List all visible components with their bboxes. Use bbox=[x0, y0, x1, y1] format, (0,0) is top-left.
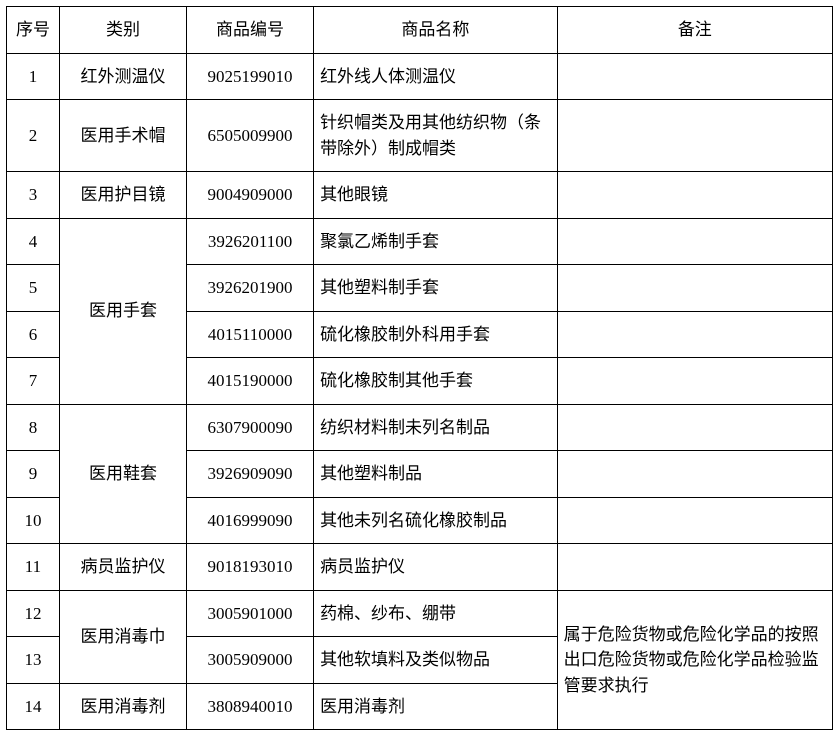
cell-name: 其他塑料制品 bbox=[314, 451, 558, 498]
cell-category: 医用手套 bbox=[59, 218, 186, 404]
header-seq: 序号 bbox=[7, 7, 60, 54]
cell-seq: 1 bbox=[7, 53, 60, 100]
cell-name: 其他塑料制手套 bbox=[314, 265, 558, 312]
cell-name: 针织帽类及用其他纺织物（条带除外）制成帽类 bbox=[314, 100, 558, 172]
header-name: 商品名称 bbox=[314, 7, 558, 54]
cell-code: 9018193010 bbox=[187, 544, 314, 591]
cell-code: 4015190000 bbox=[187, 358, 314, 405]
cell-name: 其他软填料及类似物品 bbox=[314, 637, 558, 684]
cell-name: 其他眼镜 bbox=[314, 172, 558, 219]
cell-remark bbox=[557, 404, 832, 451]
cell-remark bbox=[557, 265, 832, 312]
product-table: 序号 类别 商品编号 商品名称 备注 1红外测温仪9025199010红外线人体… bbox=[6, 6, 833, 730]
cell-seq: 13 bbox=[7, 637, 60, 684]
cell-seq: 3 bbox=[7, 172, 60, 219]
cell-code: 3926201100 bbox=[187, 218, 314, 265]
cell-category: 医用消毒巾 bbox=[59, 590, 186, 683]
cell-seq: 5 bbox=[7, 265, 60, 312]
cell-seq: 8 bbox=[7, 404, 60, 451]
cell-code: 6307900090 bbox=[187, 404, 314, 451]
cell-remark bbox=[557, 172, 832, 219]
cell-seq: 9 bbox=[7, 451, 60, 498]
cell-name: 聚氯乙烯制手套 bbox=[314, 218, 558, 265]
cell-remark bbox=[557, 497, 832, 544]
table-row: 3医用护目镜9004909000其他眼镜 bbox=[7, 172, 833, 219]
cell-remark bbox=[557, 544, 832, 591]
cell-code: 4016999090 bbox=[187, 497, 314, 544]
cell-seq: 14 bbox=[7, 683, 60, 730]
table-body: 1红外测温仪9025199010红外线人体测温仪2医用手术帽6505009900… bbox=[7, 53, 833, 730]
cell-code: 9004909000 bbox=[187, 172, 314, 219]
cell-seq: 12 bbox=[7, 590, 60, 637]
cell-seq: 6 bbox=[7, 311, 60, 358]
cell-seq: 10 bbox=[7, 497, 60, 544]
cell-code: 3005901000 bbox=[187, 590, 314, 637]
cell-remark bbox=[557, 311, 832, 358]
cell-remark: 属于危险货物或危险化学品的按照出口危险货物或危险化学品检验监管要求执行 bbox=[557, 590, 832, 730]
cell-seq: 2 bbox=[7, 100, 60, 172]
header-remark: 备注 bbox=[557, 7, 832, 54]
cell-code: 3808940010 bbox=[187, 683, 314, 730]
cell-code: 3005909000 bbox=[187, 637, 314, 684]
table-header: 序号 类别 商品编号 商品名称 备注 bbox=[7, 7, 833, 54]
cell-code: 3926201900 bbox=[187, 265, 314, 312]
cell-code: 3926909090 bbox=[187, 451, 314, 498]
cell-category: 医用手术帽 bbox=[59, 100, 186, 172]
cell-name: 硫化橡胶制外科用手套 bbox=[314, 311, 558, 358]
cell-remark bbox=[557, 53, 832, 100]
table-row: 4医用手套3926201100聚氯乙烯制手套 bbox=[7, 218, 833, 265]
table-row: 2医用手术帽6505009900针织帽类及用其他纺织物（条带除外）制成帽类 bbox=[7, 100, 833, 172]
table-row: 8医用鞋套6307900090纺织材料制未列名制品 bbox=[7, 404, 833, 451]
cell-name: 药棉、纱布、绷带 bbox=[314, 590, 558, 637]
cell-name: 硫化橡胶制其他手套 bbox=[314, 358, 558, 405]
cell-code: 9025199010 bbox=[187, 53, 314, 100]
cell-category: 病员监护仪 bbox=[59, 544, 186, 591]
cell-name: 病员监护仪 bbox=[314, 544, 558, 591]
cell-name: 红外线人体测温仪 bbox=[314, 53, 558, 100]
cell-category: 医用消毒剂 bbox=[59, 683, 186, 730]
cell-name: 其他未列名硫化橡胶制品 bbox=[314, 497, 558, 544]
header-category: 类别 bbox=[59, 7, 186, 54]
cell-remark bbox=[557, 451, 832, 498]
cell-category: 医用鞋套 bbox=[59, 404, 186, 544]
cell-code: 4015110000 bbox=[187, 311, 314, 358]
cell-remark bbox=[557, 358, 832, 405]
cell-seq: 4 bbox=[7, 218, 60, 265]
table-row: 11病员监护仪9018193010病员监护仪 bbox=[7, 544, 833, 591]
cell-seq: 11 bbox=[7, 544, 60, 591]
cell-code: 6505009900 bbox=[187, 100, 314, 172]
cell-seq: 7 bbox=[7, 358, 60, 405]
cell-remark bbox=[557, 100, 832, 172]
cell-category: 红外测温仪 bbox=[59, 53, 186, 100]
cell-category: 医用护目镜 bbox=[59, 172, 186, 219]
header-row: 序号 类别 商品编号 商品名称 备注 bbox=[7, 7, 833, 54]
header-code: 商品编号 bbox=[187, 7, 314, 54]
table-row: 1红外测温仪9025199010红外线人体测温仪 bbox=[7, 53, 833, 100]
table-row: 12医用消毒巾3005901000药棉、纱布、绷带属于危险货物或危险化学品的按照… bbox=[7, 590, 833, 637]
cell-remark bbox=[557, 218, 832, 265]
cell-name: 医用消毒剂 bbox=[314, 683, 558, 730]
cell-name: 纺织材料制未列名制品 bbox=[314, 404, 558, 451]
